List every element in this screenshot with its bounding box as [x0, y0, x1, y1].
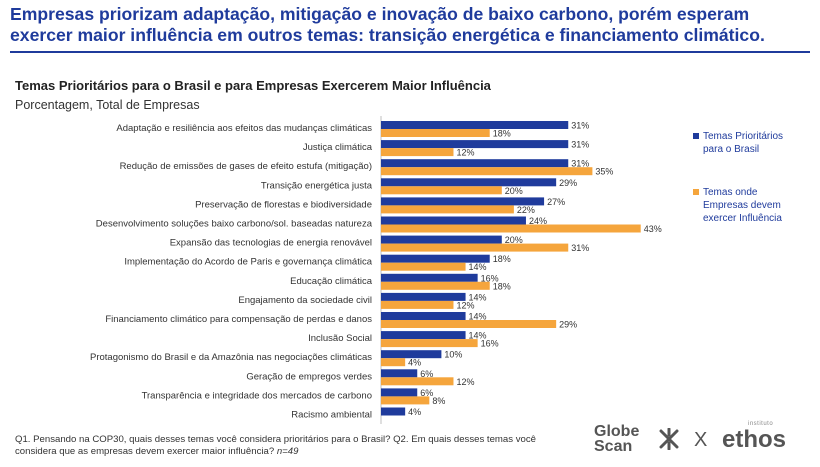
- bar-brasil: [381, 178, 557, 187]
- bar-empresas: [381, 358, 406, 367]
- category-label: Redução de emissões de gases de efeito e…: [120, 161, 372, 172]
- headline-rule: [10, 51, 810, 53]
- bar-empresas: [381, 148, 454, 157]
- chart-title: Temas Prioritários para o Brasil e para …: [15, 78, 491, 93]
- data-label-brasil: 4%: [408, 407, 421, 417]
- category-label: Protagonismo do Brasil e da Amazônia nas…: [90, 352, 372, 363]
- data-label-brasil: 31%: [571, 159, 589, 169]
- data-label-empresas: 29%: [559, 320, 577, 330]
- data-label-brasil: 31%: [571, 140, 589, 150]
- data-label-empresas: 18%: [493, 281, 511, 291]
- data-label-empresas: 20%: [505, 186, 523, 196]
- data-label-brasil: 14%: [469, 331, 487, 341]
- bar-brasil: [381, 254, 490, 263]
- bar-brasil: [381, 292, 466, 301]
- data-label-empresas: 12%: [456, 300, 474, 310]
- legend-label-empresas: Temas onde Empresas devem exercer Influê…: [703, 187, 782, 224]
- logos: Globe Scan X instituto ethos: [590, 420, 815, 464]
- data-label-brasil: 6%: [420, 369, 433, 379]
- category-label: Racismo ambiental: [291, 410, 372, 421]
- bar-brasil: [381, 331, 466, 340]
- bar-empresas: [381, 205, 514, 214]
- data-label-brasil: 10%: [444, 350, 462, 360]
- bar-brasil: [381, 235, 502, 244]
- footnote-n: n=49: [276, 446, 299, 457]
- data-label-brasil: 27%: [547, 197, 565, 207]
- category-label: Preservação de florestas e biodiversidad…: [195, 199, 372, 210]
- headline: Empresas priorizam adaptação, mitigação …: [10, 4, 765, 45]
- data-label-brasil: 29%: [559, 178, 577, 188]
- category-label: Engajamento da sociedade civil: [238, 295, 372, 306]
- bar-empresas: [381, 377, 454, 386]
- category-label: Transição energética justa: [261, 180, 373, 191]
- data-label-brasil: 14%: [469, 292, 487, 302]
- data-label-empresas: 43%: [644, 224, 662, 234]
- data-label-empresas: 18%: [493, 129, 511, 139]
- bar-empresas: [381, 186, 502, 195]
- data-label-empresas: 4%: [408, 358, 421, 368]
- category-label: Geração de empregos verdes: [246, 371, 372, 382]
- bar-brasil: [381, 121, 569, 129]
- bar-brasil: [381, 350, 442, 359]
- data-label-brasil: 6%: [420, 388, 433, 398]
- data-label-empresas: 22%: [517, 205, 535, 215]
- chart-subtitle: Porcentagem, Total de Empresas: [15, 98, 200, 112]
- category-label: Financiamento climático para compensação…: [105, 314, 372, 325]
- legend-label-brasil: Temas Prioritários para o Brasil: [703, 131, 784, 155]
- category-label: Educação climática: [290, 276, 373, 287]
- data-label-empresas: 35%: [595, 167, 613, 177]
- data-label-brasil: 16%: [481, 273, 499, 283]
- bar-empresas: [381, 281, 490, 290]
- ethos-logo: ethos: [722, 426, 787, 453]
- legend-swatch-brasil: [693, 133, 699, 139]
- bar-chart: Adaptação e resiliência aos efeitos das …: [90, 116, 662, 424]
- data-label-brasil: 14%: [469, 312, 487, 322]
- bar-empresas: [381, 262, 466, 271]
- data-label-empresas: 14%: [469, 262, 487, 272]
- bar-empresas: [381, 339, 478, 348]
- bar-empresas: [381, 320, 557, 328]
- data-label-empresas: 8%: [432, 396, 445, 406]
- bar-brasil: [381, 369, 418, 378]
- bar-empresas: [381, 396, 430, 405]
- bar-brasil: [381, 273, 478, 282]
- globescan-logo: Globe Scan: [594, 423, 640, 455]
- category-label: Implementação do Acordo de Paris e gover…: [124, 257, 372, 268]
- logo-separator: X: [694, 429, 708, 451]
- legend-swatch-empresas: [693, 189, 699, 195]
- data-label-empresas: 12%: [456, 148, 474, 158]
- category-label: Transparência e integridade dos mercados…: [142, 390, 372, 401]
- category-label: Inclusão Social: [308, 333, 372, 344]
- bar-brasil: [381, 140, 569, 149]
- bar-empresas: [381, 243, 569, 252]
- bar-empresas: [381, 167, 593, 176]
- category-label: Adaptação e resiliência aos efeitos das …: [116, 123, 372, 134]
- footnote: Q1. Pensando na COP30, quais desses tema…: [15, 434, 575, 458]
- data-label-empresas: 16%: [481, 339, 499, 349]
- data-label-empresas: 31%: [571, 243, 589, 253]
- bar-brasil: [381, 197, 545, 206]
- bar-brasil: [381, 312, 466, 320]
- category-label: Desenvolvimento soluções baixo carbono/s…: [96, 219, 373, 230]
- bar-brasil: [381, 216, 526, 225]
- footnote-text: Q1. Pensando na COP30, quais desses tema…: [15, 434, 536, 457]
- globescan-mark-icon: [659, 428, 679, 450]
- bar-empresas: [381, 129, 490, 137]
- bar-brasil: [381, 407, 406, 416]
- data-label-brasil: 31%: [571, 121, 589, 131]
- data-label-brasil: 18%: [493, 254, 511, 264]
- data-label-brasil: 24%: [529, 216, 547, 226]
- data-label-empresas: 12%: [456, 377, 474, 387]
- ethos-institute-label: instituto: [748, 421, 774, 427]
- bar-empresas: [381, 224, 641, 233]
- category-label: Expansão das tecnologias de energia reno…: [170, 238, 372, 249]
- bar-brasil: [381, 159, 569, 168]
- bar-brasil: [381, 388, 418, 397]
- bar-empresas: [381, 300, 454, 309]
- data-label-brasil: 20%: [505, 235, 523, 245]
- category-label: Justiça climática: [303, 142, 373, 153]
